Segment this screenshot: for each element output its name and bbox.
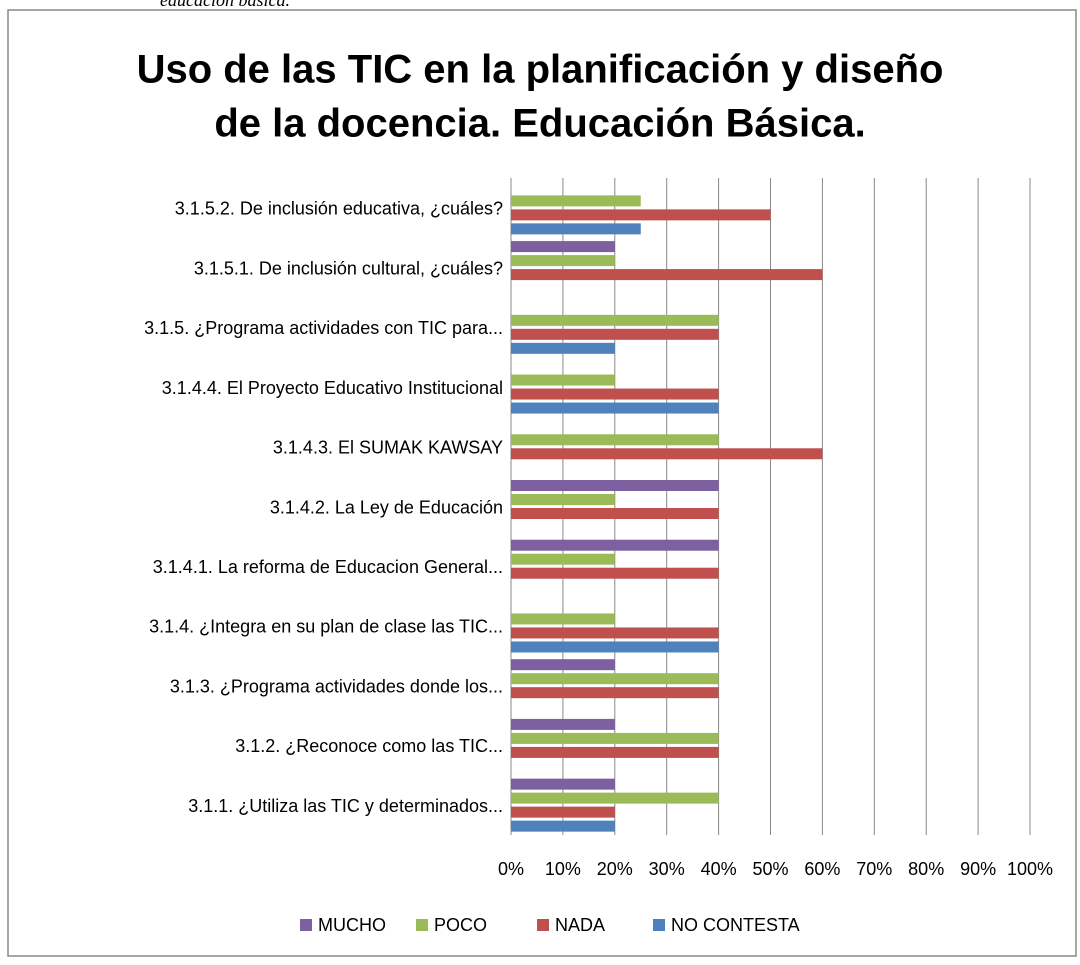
bar bbox=[511, 806, 615, 818]
bar bbox=[511, 746, 719, 758]
y-tick-label: 3.1.4.4. El Proyecto Educativo Instituci… bbox=[162, 378, 503, 398]
bar bbox=[511, 328, 719, 340]
bar bbox=[511, 732, 719, 744]
x-tick-label: 80% bbox=[908, 859, 944, 879]
bar bbox=[511, 494, 615, 505]
legend-label: POCO bbox=[434, 915, 487, 935]
bar bbox=[511, 792, 719, 804]
x-tick-label: 10% bbox=[545, 859, 581, 879]
bar bbox=[511, 314, 719, 326]
x-tick-label: 60% bbox=[804, 859, 840, 879]
chart-title: Uso de las TIC en la planificación y dis… bbox=[137, 48, 944, 92]
y-tick-label: 3.1.5.1. De inclusión cultural, ¿cuáles? bbox=[194, 258, 503, 278]
y-tick-label: 3.1.3. ¿Programa actividades donde los..… bbox=[170, 676, 503, 696]
legend-swatch bbox=[300, 919, 312, 931]
bar bbox=[511, 195, 641, 207]
x-tick-label: 90% bbox=[960, 859, 996, 879]
y-tick-label: 3.1.1. ¿Utiliza las TIC y determinados..… bbox=[188, 796, 503, 816]
bar bbox=[511, 820, 615, 832]
x-tick-label: 0% bbox=[498, 859, 524, 879]
x-tick-label: 70% bbox=[856, 859, 892, 879]
bar bbox=[511, 434, 719, 446]
y-tick-label: 3.1.4.2. La Ley de Educación bbox=[270, 497, 503, 517]
bar bbox=[511, 388, 719, 400]
bar bbox=[511, 718, 615, 730]
bar bbox=[511, 659, 615, 671]
bar bbox=[511, 269, 823, 281]
legend-label: NADA bbox=[555, 915, 605, 935]
bar bbox=[511, 553, 615, 565]
bar bbox=[511, 641, 719, 653]
bar bbox=[511, 255, 615, 267]
y-tick-label: 3.1.4. ¿Integra en su plan de clase las … bbox=[149, 617, 503, 637]
y-tick-label: 3.1.4.1. La reforma de Educacion General… bbox=[153, 557, 503, 577]
legend-swatch bbox=[416, 919, 428, 931]
x-tick-label: 20% bbox=[597, 859, 633, 879]
legend-label: NO CONTESTA bbox=[671, 915, 800, 935]
bar bbox=[511, 223, 641, 235]
y-tick-label: 3.1.5.2. De inclusión educativa, ¿cuáles… bbox=[175, 199, 503, 219]
x-tick-label: 100% bbox=[1007, 859, 1053, 879]
bar bbox=[511, 673, 719, 685]
bar bbox=[511, 480, 719, 491]
x-tick-label: 50% bbox=[752, 859, 788, 879]
bar bbox=[511, 342, 615, 354]
bar bbox=[511, 402, 719, 414]
bar bbox=[511, 687, 719, 699]
y-tick-label: 3.1.5. ¿Programa actividades con TIC par… bbox=[144, 318, 503, 338]
bar bbox=[511, 627, 719, 639]
bar bbox=[511, 778, 615, 790]
bar bbox=[511, 209, 771, 221]
bar bbox=[511, 613, 615, 625]
y-tick-label: 3.1.4.3. El SUMAK KAWSAY bbox=[273, 438, 503, 458]
bar bbox=[511, 508, 719, 519]
bar bbox=[511, 567, 719, 579]
legend-label: MUCHO bbox=[318, 915, 386, 935]
chart-title: de la docencia. Educación Básica. bbox=[214, 102, 865, 146]
y-tick-label: 3.1.2. ¿Reconoce como las TIC... bbox=[235, 736, 503, 756]
bar bbox=[511, 374, 615, 386]
x-tick-label: 30% bbox=[649, 859, 685, 879]
clipped-caption: educación básica. bbox=[160, 0, 290, 10]
legend-swatch bbox=[653, 919, 665, 931]
bar bbox=[511, 448, 823, 460]
legend-swatch bbox=[537, 919, 549, 931]
x-tick-label: 40% bbox=[701, 859, 737, 879]
bar bbox=[511, 241, 615, 253]
bar bbox=[511, 539, 719, 551]
